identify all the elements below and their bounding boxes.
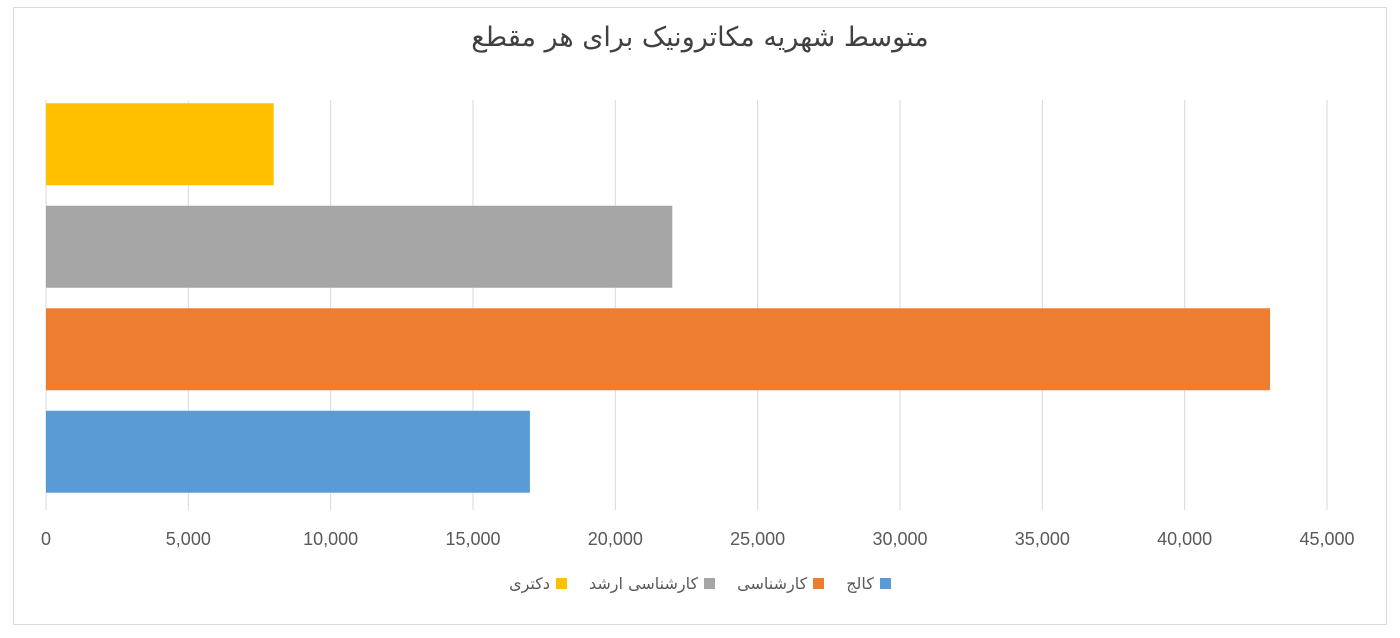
legend-item-college: کالج xyxy=(846,574,891,593)
legend-label: کارشناسی ارشد xyxy=(589,574,699,593)
x-tick-label: 40,000 xyxy=(1157,529,1212,549)
legend: دکتری کارشناسی ارشد کارشناسی کالج xyxy=(0,574,1400,593)
bar xyxy=(46,410,530,493)
legend-label: دکتری xyxy=(509,574,550,593)
chart-title: متوسط شهریه مکاترونیک برای هر مقطع xyxy=(471,22,929,53)
legend-swatch xyxy=(879,578,891,589)
legend-label: کالج xyxy=(846,574,874,593)
x-tick-label: 35,000 xyxy=(1015,529,1070,549)
bars xyxy=(46,103,1271,493)
x-tick-label: 10,000 xyxy=(303,529,358,549)
x-tick-label: 15,000 xyxy=(445,529,500,549)
x-tick-label: 20,000 xyxy=(588,529,643,549)
x-tick-label: 25,000 xyxy=(730,529,785,549)
x-tick-label: 5,000 xyxy=(166,529,211,549)
legend-swatch xyxy=(556,578,567,589)
legend-swatch xyxy=(704,578,716,589)
x-tick-label: 0 xyxy=(41,529,51,549)
bar xyxy=(46,205,673,288)
legend-item-doctorate: دکتری xyxy=(509,574,567,593)
legend-item-bachelor: کارشناسی xyxy=(737,574,825,593)
x-tick-label: 30,000 xyxy=(872,529,927,549)
legend-item-masters: کارشناسی ارشد xyxy=(589,574,716,593)
legend-label: کارشناسی xyxy=(737,574,808,593)
bar xyxy=(46,308,1271,391)
legend-swatch xyxy=(813,578,825,589)
x-tick-label: 45,000 xyxy=(1299,529,1354,549)
bar xyxy=(46,103,274,186)
x-tick-labels: 0 5,000 10,000 15,000 20,000 25,000 30,000 35,0… xyxy=(41,529,1355,549)
